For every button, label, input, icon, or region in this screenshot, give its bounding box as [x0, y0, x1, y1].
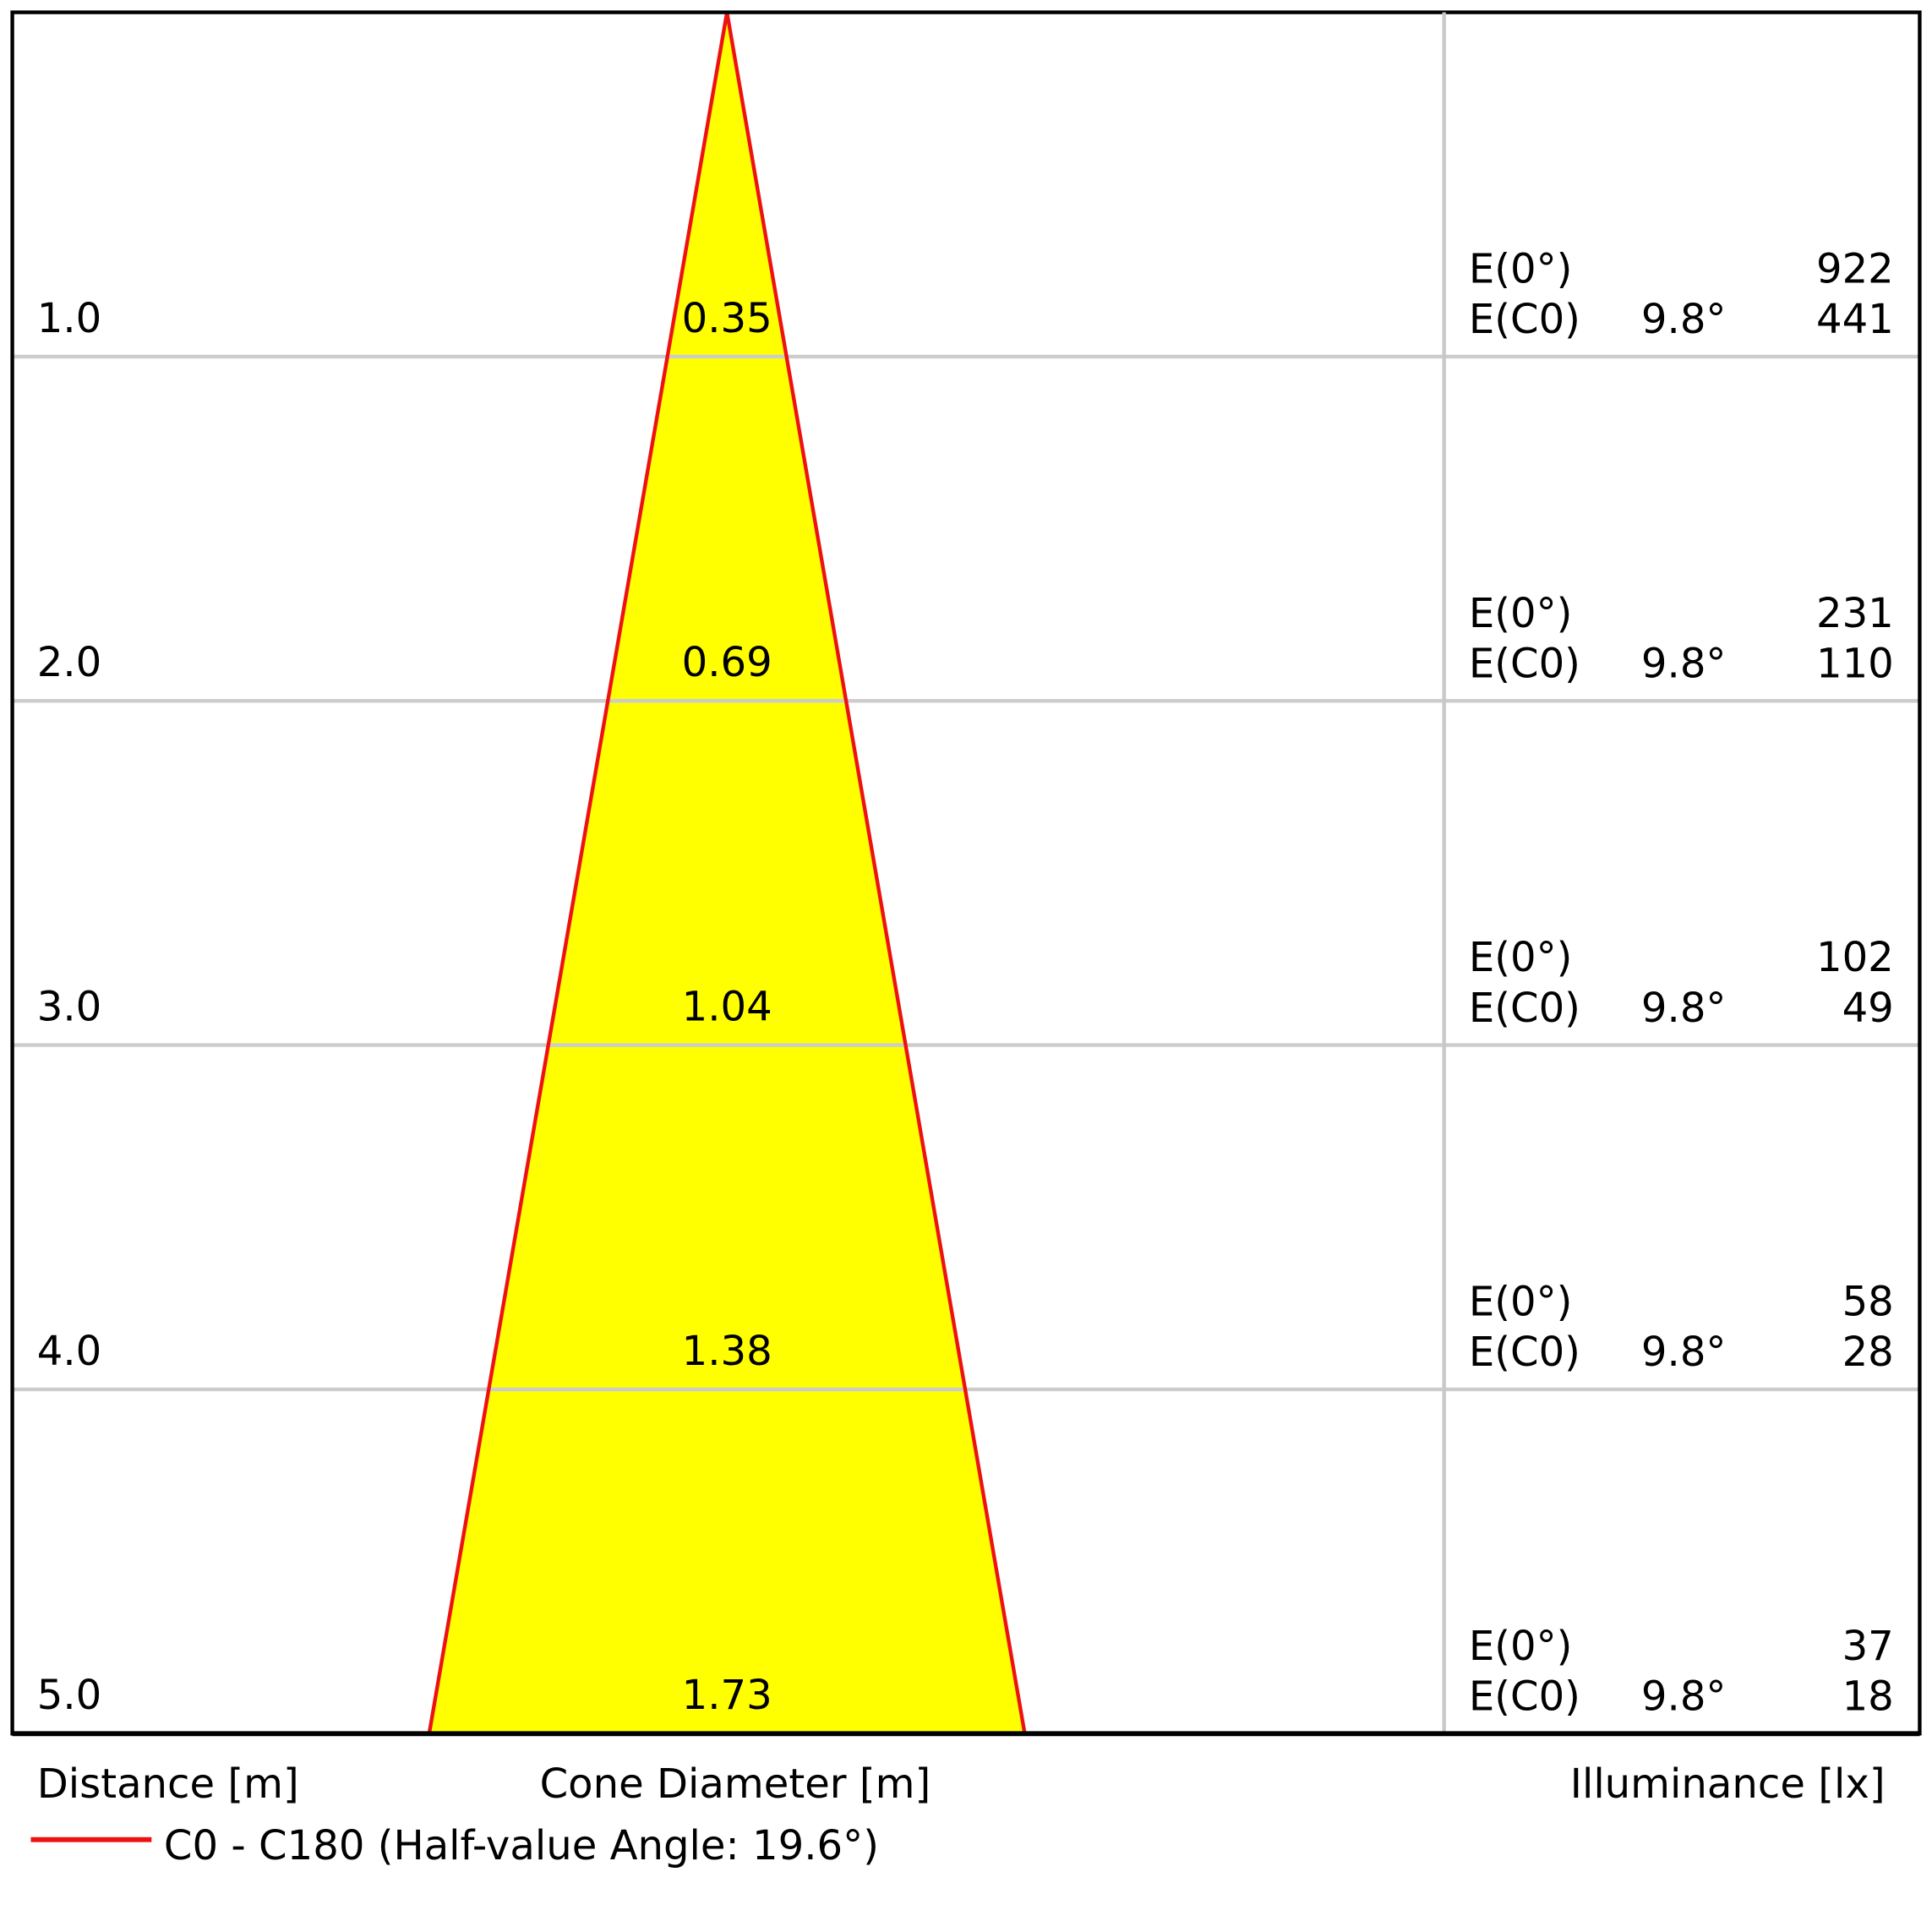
distance-label: 3.0 [37, 983, 102, 1030]
diameter-label: 1.04 [682, 983, 772, 1030]
ec0-label: E(C0) [1469, 1673, 1580, 1721]
ec0-value: 18 [1842, 1673, 1894, 1721]
angle-value: 9.8° [1641, 641, 1727, 688]
e0-label: E(0°) [1469, 590, 1573, 637]
legend-text: C0 - C180 (Half-value Angle: 19.6°) [164, 1822, 879, 1869]
ec0-value: 441 [1816, 296, 1894, 343]
e0-label: E(0°) [1469, 1278, 1573, 1325]
angle-value: 9.8° [1641, 296, 1727, 343]
e0-label: E(0°) [1469, 1623, 1573, 1670]
ec0-value: 28 [1842, 1329, 1894, 1376]
e0-value: 922 [1816, 245, 1894, 292]
ec0-label: E(C0) [1469, 985, 1580, 1032]
ec0-value: 49 [1842, 985, 1894, 1032]
distance-label: 2.0 [37, 639, 102, 686]
e0-label: E(0°) [1469, 245, 1573, 292]
distance-label: 4.0 [37, 1328, 102, 1375]
distance-label: 5.0 [37, 1672, 102, 1719]
cone-fill [428, 12, 1025, 1734]
diameter-label: 0.35 [682, 295, 772, 342]
cone-edge-right [725, 12, 1027, 1734]
distance-label: 1.0 [37, 295, 102, 342]
diameter-label: 0.69 [682, 639, 772, 686]
diameter-label: 1.38 [682, 1328, 772, 1375]
diameter-label: 1.73 [682, 1672, 772, 1719]
angle-value: 9.8° [1641, 1673, 1727, 1721]
ec0-label: E(C0) [1469, 296, 1580, 343]
e0-value: 37 [1842, 1623, 1894, 1670]
illuminance-axis-label: Illuminance [lx] [1570, 1760, 1886, 1808]
e0-value: 58 [1842, 1278, 1894, 1325]
angle-value: 9.8° [1641, 985, 1727, 1032]
cone-edge-left [427, 12, 729, 1734]
e0-value: 231 [1816, 590, 1894, 637]
diameter-axis-label: Cone Diameter [m] [540, 1760, 931, 1808]
e0-label: E(0°) [1469, 934, 1573, 981]
ec0-value: 110 [1816, 641, 1894, 688]
e0-value: 102 [1816, 934, 1894, 981]
distance-axis-label: Distance [m] [37, 1760, 299, 1808]
angle-value: 9.8° [1641, 1329, 1727, 1376]
ec0-label: E(C0) [1469, 1329, 1580, 1376]
ec0-label: E(C0) [1469, 641, 1580, 688]
